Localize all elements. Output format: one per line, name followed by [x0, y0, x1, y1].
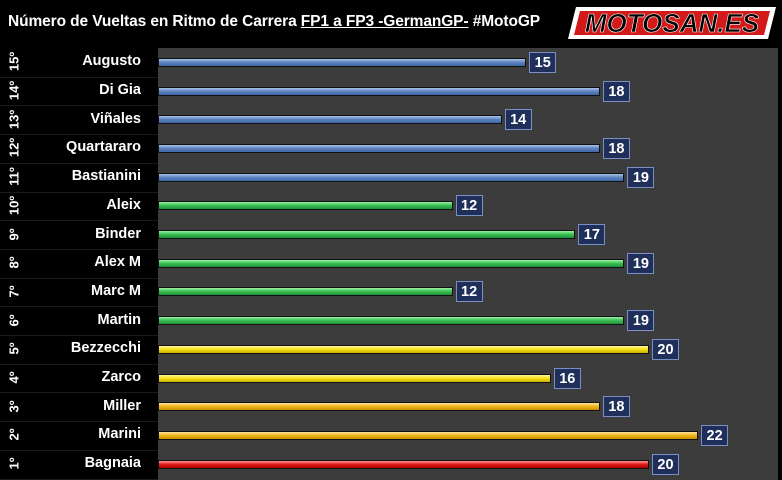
rank-label: 5º: [6, 342, 22, 355]
value-label: 19: [627, 252, 655, 274]
rank-label: 2º: [6, 428, 22, 441]
rank-label: 15º: [6, 52, 22, 72]
value-label: 18: [602, 396, 630, 418]
value-label: 22: [701, 424, 729, 446]
value-label: 15: [529, 51, 557, 73]
rider-label: Marc M: [91, 282, 141, 299]
rider-label: Martin: [97, 311, 142, 328]
row-separator: [0, 105, 158, 107]
value-label: 19: [627, 166, 655, 188]
rider-label: Binder: [95, 225, 141, 242]
rider-label: Di Gia: [99, 82, 141, 99]
rank-label: 1º: [6, 457, 22, 470]
bar: [158, 230, 576, 240]
bar: [158, 57, 527, 67]
chart-title: Número de Vueltas en Ritmo de Carrera FP…: [8, 13, 540, 31]
rank-label: 8º: [6, 256, 22, 269]
value-label: 16: [553, 367, 581, 389]
rider-label: Miller: [103, 397, 141, 414]
value-label: 17: [578, 224, 606, 246]
row-separator: [0, 449, 158, 451]
rider-label: Zarco: [101, 369, 142, 386]
rider-label: Bagnaia: [84, 455, 141, 472]
rank-label: 4º: [6, 371, 22, 384]
bar: [158, 344, 649, 354]
motosan-logo: MOTOSAN.ES: [568, 7, 776, 39]
rank-label: 11º: [6, 167, 22, 186]
value-label: 20: [652, 338, 679, 360]
bar: [158, 86, 600, 96]
row-separator: [0, 478, 158, 480]
row-separator: [0, 277, 158, 279]
row-separator: [0, 162, 158, 164]
row-separator: [0, 306, 158, 308]
bar: [158, 459, 649, 469]
rider-label: Bastianini: [71, 168, 141, 185]
rank-label: 10º: [6, 195, 22, 215]
bar: [158, 316, 625, 326]
bar: [158, 402, 600, 412]
value-label: 14: [504, 109, 532, 131]
row-separator: [0, 335, 158, 336]
rider-label: Bezzecchi: [70, 340, 141, 357]
value-label: 19: [627, 310, 655, 332]
row-separator: [0, 220, 158, 222]
bar: [158, 115, 502, 125]
bar: [158, 430, 699, 440]
rider-label: Viñales: [90, 110, 141, 127]
title-session: FP1 a FP3 -GermanGP-: [300, 13, 469, 30]
bar: [158, 373, 551, 383]
row-separator: [0, 392, 158, 394]
rider-label: Quartararo: [66, 139, 141, 156]
rank-label: 9º: [6, 228, 22, 241]
bar: [158, 172, 625, 182]
bar: [158, 143, 600, 153]
rider-label: Marini: [98, 426, 141, 443]
bar: [158, 287, 453, 297]
row-separator: [0, 421, 158, 423]
value-label: 18: [602, 80, 630, 102]
rider-label: Aleix: [106, 196, 141, 213]
rider-label: Alex M: [94, 254, 141, 271]
value-label: 12: [455, 281, 483, 303]
rank-label: 12º: [6, 138, 22, 158]
rank-label: 6º: [6, 314, 22, 327]
row-separator: [0, 191, 158, 193]
logo-text: MOTOSAN.ES: [585, 8, 760, 38]
title-text: Número de Vueltas en Ritmo de Carrera: [8, 13, 301, 30]
rank-label: 3º: [6, 400, 22, 413]
rider-label: Augusto: [82, 53, 141, 70]
rank-label: 14º: [6, 80, 22, 101]
bar: [158, 201, 453, 211]
value-label: 18: [602, 137, 630, 159]
value-label: 12: [455, 195, 483, 217]
row-separator: [0, 248, 158, 250]
value-label: 20: [652, 453, 679, 475]
row-separator: [0, 76, 158, 78]
row-separator: [0, 363, 158, 365]
bar: [158, 258, 625, 268]
title-hashtag: #MotoGP: [468, 13, 541, 30]
rank-label: 13º: [6, 109, 22, 129]
rank-label: 7º: [6, 285, 22, 298]
row-separator: [0, 134, 158, 136]
